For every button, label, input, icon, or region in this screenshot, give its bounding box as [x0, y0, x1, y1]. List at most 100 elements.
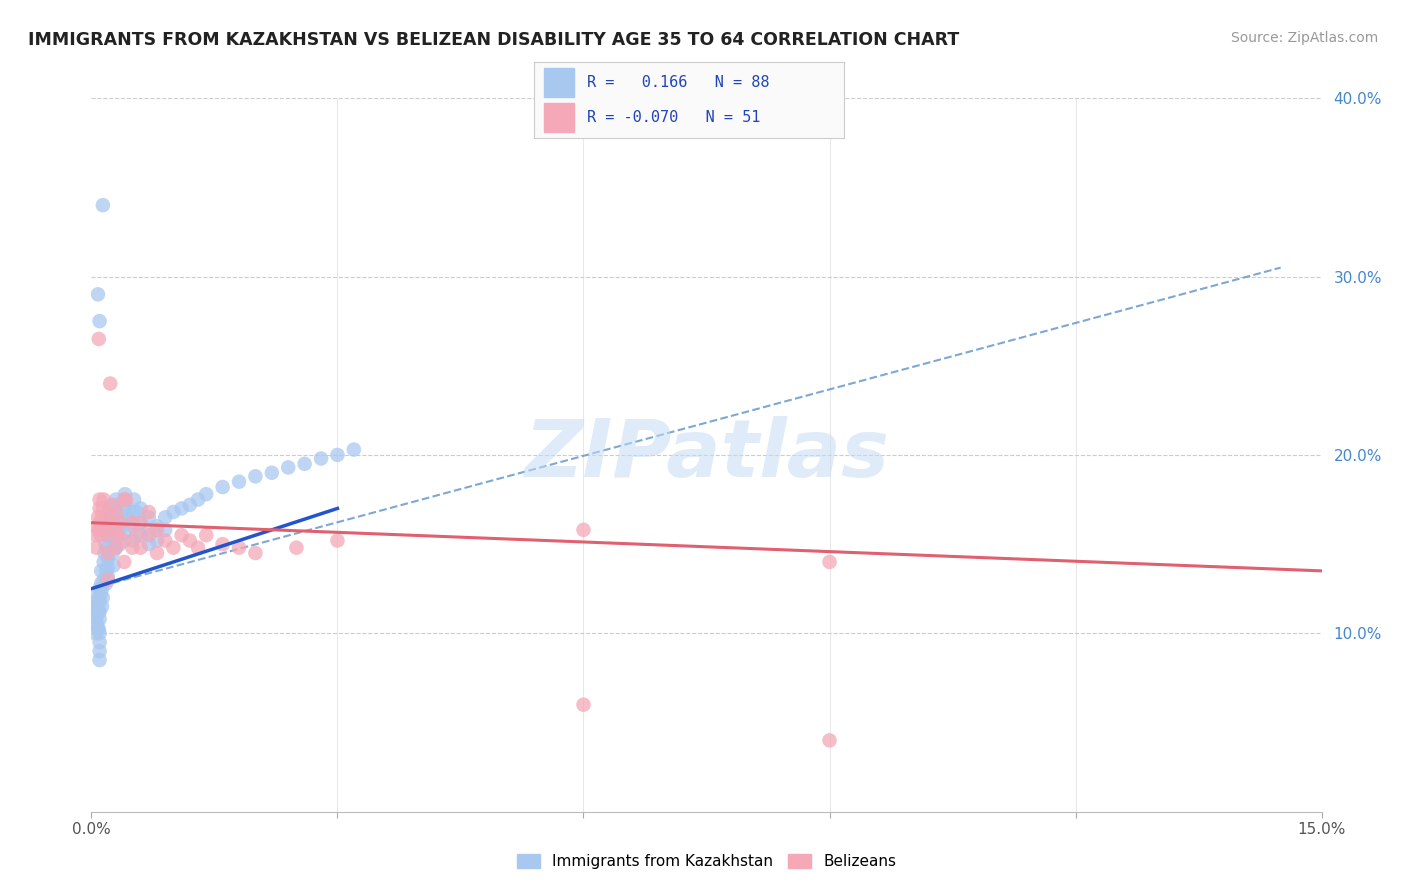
- Bar: [544, 103, 575, 132]
- Point: [93, 523, 115, 537]
- Point: [125, 528, 148, 542]
- Point: [86, 594, 108, 608]
- Point: [309, 451, 332, 466]
- Point: [83, 591, 105, 605]
- Point: [89, 612, 111, 626]
- Point: [138, 523, 160, 537]
- Point: [93, 573, 115, 587]
- Point: [87, 605, 110, 619]
- Point: [93, 492, 115, 507]
- Point: [84, 608, 107, 623]
- Point: [97, 510, 120, 524]
- Point: [121, 533, 143, 548]
- Point: [98, 523, 121, 537]
- Point: [91, 599, 114, 614]
- Point: [101, 546, 124, 560]
- Point: [86, 612, 108, 626]
- Point: [146, 523, 169, 537]
- Point: [97, 573, 120, 587]
- Point: [86, 541, 108, 555]
- Point: [112, 501, 135, 516]
- Point: [187, 541, 209, 555]
- Point: [96, 564, 117, 578]
- Legend: Immigrants from Kazakhstan, Belizeans: Immigrants from Kazakhstan, Belizeans: [510, 848, 903, 875]
- Point: [170, 528, 193, 542]
- Point: [162, 541, 184, 555]
- Point: [97, 528, 120, 542]
- Point: [112, 555, 135, 569]
- Text: R = -0.070   N = 51: R = -0.070 N = 51: [586, 111, 761, 125]
- Point: [89, 635, 111, 649]
- Point: [572, 698, 595, 712]
- Point: [89, 594, 111, 608]
- Point: [90, 519, 112, 533]
- Point: [326, 533, 349, 548]
- Point: [89, 582, 111, 596]
- Point: [89, 314, 111, 328]
- Point: [179, 498, 201, 512]
- Point: [105, 541, 127, 555]
- Point: [91, 198, 114, 212]
- Point: [117, 510, 139, 524]
- Point: [97, 569, 120, 583]
- Point: [112, 514, 135, 528]
- Bar: [544, 68, 575, 96]
- Point: [105, 541, 127, 555]
- Point: [97, 551, 120, 566]
- Point: [105, 505, 127, 519]
- Point: [89, 501, 111, 516]
- Point: [121, 541, 143, 555]
- Point: [245, 546, 267, 560]
- Point: [86, 599, 108, 614]
- Point: [112, 533, 135, 548]
- Point: [818, 555, 841, 569]
- Point: [90, 576, 112, 591]
- Point: [146, 533, 169, 548]
- Point: [91, 501, 114, 516]
- Point: [97, 541, 120, 555]
- Point: [98, 376, 121, 391]
- Point: [97, 546, 120, 560]
- Point: [91, 591, 114, 605]
- Point: [153, 510, 177, 524]
- Point: [112, 526, 135, 541]
- Point: [138, 537, 160, 551]
- Point: [89, 516, 111, 530]
- Point: [129, 528, 152, 542]
- Point: [112, 492, 135, 507]
- Point: [97, 560, 120, 574]
- Point: [108, 537, 131, 551]
- Point: [96, 576, 117, 591]
- Point: [228, 475, 250, 489]
- Point: [90, 564, 112, 578]
- Point: [122, 492, 145, 507]
- Point: [98, 501, 121, 516]
- Point: [153, 523, 177, 537]
- Point: [294, 457, 316, 471]
- Point: [105, 498, 128, 512]
- Point: [94, 537, 117, 551]
- Point: [86, 617, 108, 632]
- Point: [89, 587, 111, 601]
- Point: [107, 528, 129, 542]
- Point: [83, 599, 105, 614]
- Point: [285, 541, 308, 555]
- Point: [114, 487, 136, 501]
- Text: ZIPatlas: ZIPatlas: [524, 416, 889, 494]
- Point: [89, 644, 111, 658]
- Point: [129, 516, 152, 530]
- Point: [121, 505, 143, 519]
- Point: [129, 541, 152, 555]
- Point: [87, 332, 110, 346]
- Point: [101, 498, 124, 512]
- Point: [87, 287, 110, 301]
- Point: [125, 505, 148, 519]
- Point: [89, 626, 111, 640]
- Point: [187, 492, 209, 507]
- Point: [170, 501, 193, 516]
- Point: [162, 505, 184, 519]
- Point: [818, 733, 841, 747]
- Point: [211, 537, 233, 551]
- Point: [572, 523, 595, 537]
- Point: [228, 541, 250, 555]
